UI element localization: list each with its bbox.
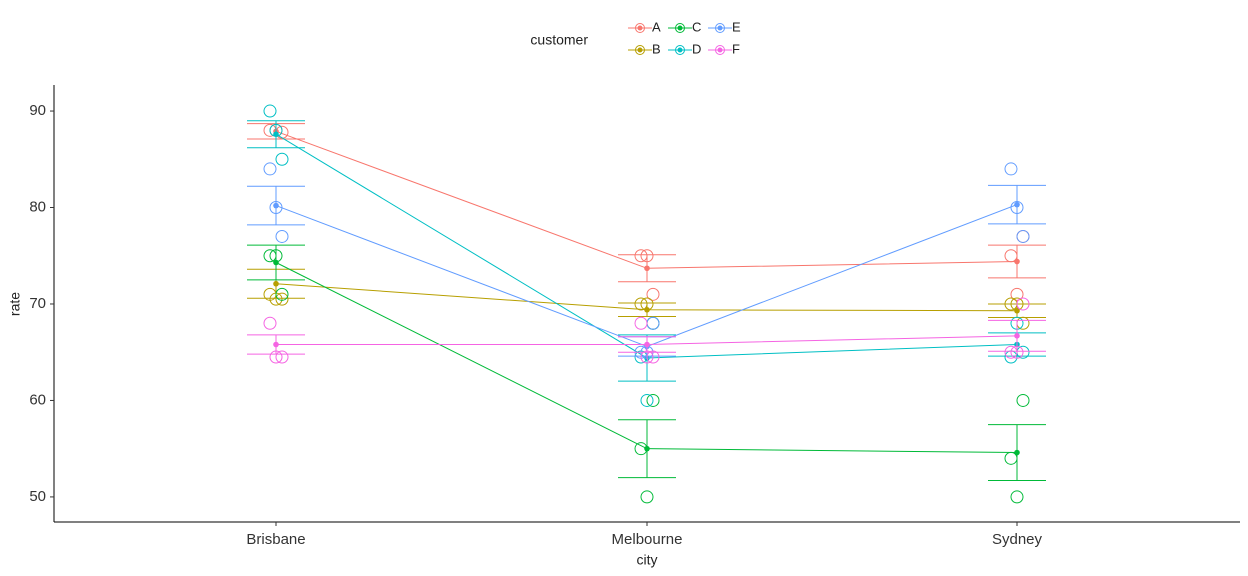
raw-point (275, 229, 289, 243)
raw-point (1016, 297, 1030, 311)
legend-label: B (652, 41, 661, 56)
x-axis-title: city (637, 552, 658, 568)
raw-point (1010, 490, 1024, 504)
raw-point (634, 316, 648, 330)
raw-point (1016, 393, 1030, 407)
legend-key (637, 47, 643, 53)
legend-key (715, 45, 725, 55)
raw-point (263, 316, 277, 330)
raw-point (275, 292, 289, 306)
raw-point (646, 287, 660, 301)
mean-point (1014, 258, 1020, 265)
mean-point (1014, 333, 1020, 339)
raw-point (275, 350, 289, 364)
raw-point (640, 393, 654, 407)
mean-point (273, 131, 279, 137)
mean-point (644, 445, 650, 452)
raw-point (1004, 162, 1018, 176)
mean-point (644, 306, 650, 313)
mean-point (273, 341, 279, 348)
legend-key (717, 25, 723, 31)
raw-point (646, 350, 660, 364)
raw-point (275, 287, 289, 301)
legend-key (635, 23, 645, 33)
y-tick-label: 60 (29, 391, 46, 408)
raw-point (646, 316, 660, 330)
mean-point (644, 341, 650, 348)
legend-key (635, 45, 645, 55)
raw-point (646, 393, 660, 407)
legend-key (675, 45, 685, 55)
raw-point (275, 152, 289, 166)
legend-key (637, 25, 643, 31)
x-tick-label: Brisbane (246, 531, 305, 548)
mean-point (273, 280, 279, 287)
raw-point (263, 162, 277, 176)
raw-point (1004, 345, 1018, 359)
y-tick-label: 50 (29, 488, 46, 505)
mean-point (273, 202, 279, 209)
mean-point (273, 259, 279, 266)
legend-label: C (692, 19, 701, 34)
y-tick-label: 80 (29, 198, 46, 215)
legend-label: D (692, 41, 701, 56)
x-tick-label: Melbourne (612, 531, 683, 548)
mean-point (644, 265, 650, 272)
mean-point (1014, 307, 1020, 314)
legend-label: A (652, 19, 661, 34)
y-tick-label: 70 (29, 295, 46, 312)
raw-point (640, 490, 654, 504)
y-tick-label: 90 (29, 102, 46, 119)
legend-key (675, 23, 685, 33)
legend-label: F (732, 41, 740, 56)
mean-point (1014, 449, 1020, 456)
raw-point (1016, 229, 1030, 243)
legend-key (717, 47, 723, 53)
legend-key (677, 25, 683, 31)
y-axis-title: rate (7, 292, 23, 316)
legend-key (715, 23, 725, 33)
legend-title: customer (530, 32, 588, 48)
raw-point (263, 104, 277, 118)
raw-point (1010, 287, 1024, 301)
legend-label: E (732, 19, 741, 34)
legend-key (677, 47, 683, 53)
mean-point (1014, 201, 1020, 208)
x-tick-label: Sydney (992, 531, 1043, 548)
